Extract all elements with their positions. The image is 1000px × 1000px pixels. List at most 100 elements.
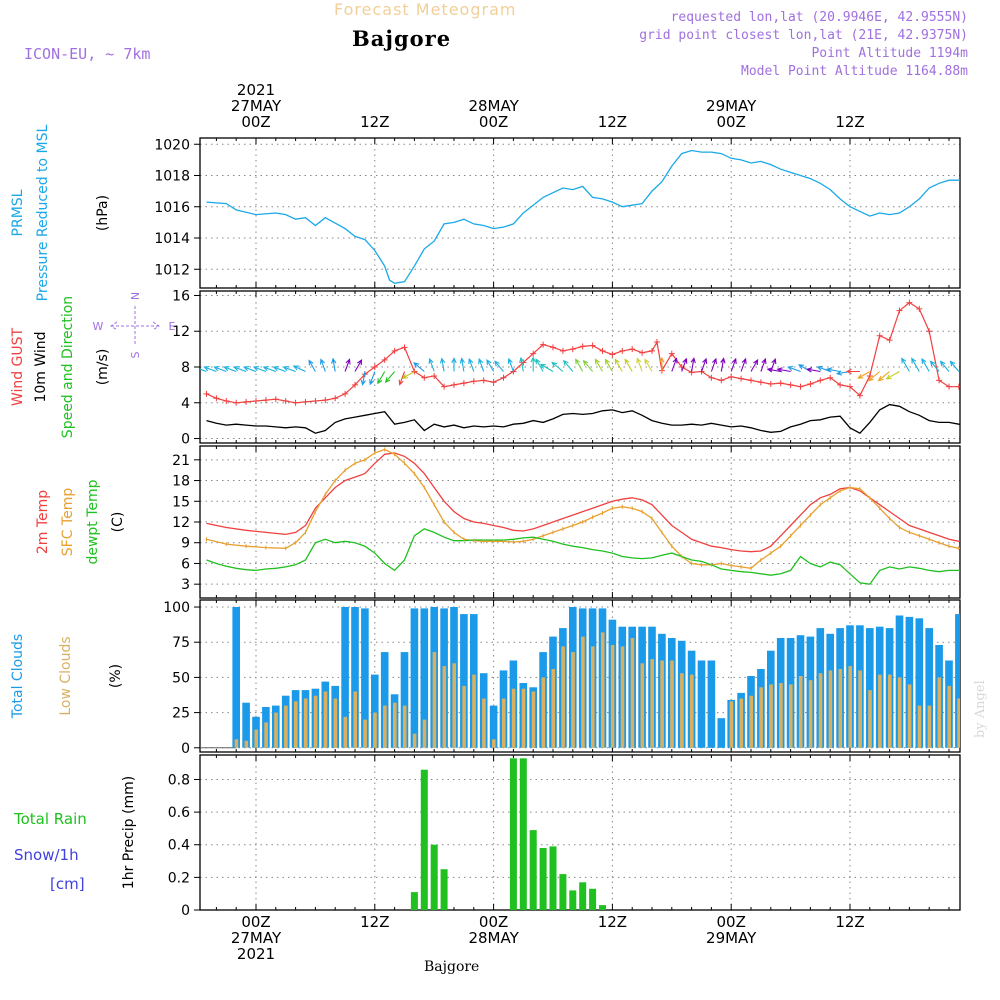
pressure-line bbox=[206, 149, 960, 284]
total-clouds-bar bbox=[460, 614, 468, 748]
pressure-ytick-label: 1020 bbox=[154, 137, 190, 153]
wind-ytick-label: 16 bbox=[172, 288, 190, 304]
wind-gust-marker bbox=[886, 337, 893, 344]
wind-gust-marker bbox=[966, 383, 972, 389]
wind-direction-arrow bbox=[575, 358, 584, 372]
low-clouds-bar bbox=[769, 684, 773, 748]
pressure-panel: 1012 1014 1016 1018 1020 bbox=[154, 137, 961, 289]
wind-direction-arrow bbox=[562, 359, 574, 372]
wind-gust-marker bbox=[381, 356, 388, 363]
low-clouds-bar bbox=[600, 632, 605, 748]
wind-gust-line bbox=[206, 301, 960, 404]
precip-ytick-label: 0.8 bbox=[168, 772, 190, 788]
wind-gust-marker bbox=[718, 377, 725, 384]
pressure-ytick-label: 1012 bbox=[154, 262, 190, 278]
wind-gust-marker bbox=[223, 397, 230, 404]
low-clouds-bar bbox=[749, 695, 753, 748]
low-clouds-bar bbox=[402, 705, 407, 748]
low-clouds-bar bbox=[482, 698, 486, 748]
wind-direction-arrow bbox=[867, 371, 881, 382]
rain-bar bbox=[559, 874, 567, 910]
wind-direction-arrow bbox=[750, 358, 759, 372]
time-axis-line: 00Z bbox=[716, 913, 746, 931]
temperature-ytick-label: 9 bbox=[181, 536, 190, 552]
time-axis-line: 27MAY bbox=[230, 97, 282, 115]
low-clouds-bar bbox=[858, 670, 862, 748]
low-clouds-bar bbox=[264, 722, 268, 748]
total-clouds-bar bbox=[955, 614, 960, 748]
compass-e: E bbox=[169, 320, 176, 333]
wind-direction-arrow bbox=[377, 371, 386, 385]
compass-arms bbox=[110, 306, 160, 346]
wind-direction-arrow bbox=[398, 371, 406, 386]
wind-direction-arrow bbox=[551, 361, 564, 372]
wind-direction-arrow bbox=[200, 368, 207, 373]
rain-bar bbox=[579, 882, 587, 910]
low-clouds-bar bbox=[363, 719, 367, 748]
temperature-ytick-label: 3 bbox=[181, 577, 190, 593]
wind-gust-marker bbox=[787, 381, 794, 388]
wind-direction-arrow bbox=[816, 365, 831, 373]
wind-direction-arrow bbox=[451, 357, 457, 372]
wind-direction-arrow bbox=[776, 367, 791, 373]
wind-direction-arrow bbox=[720, 357, 726, 372]
total-clouds-bar bbox=[975, 635, 983, 748]
low-clouds-bar bbox=[660, 660, 664, 748]
total-clouds-bar bbox=[965, 617, 973, 748]
clouds-ylabel: (%) bbox=[108, 664, 124, 688]
wind-direction-arrow bbox=[730, 357, 737, 372]
rain-bar bbox=[569, 890, 577, 910]
wind-series bbox=[200, 299, 972, 435]
low-clouds-bar bbox=[729, 701, 734, 748]
low-clouds-bar bbox=[383, 705, 387, 748]
wind-gust-marker bbox=[540, 341, 547, 348]
precip-panel: 0 0.2 0.4 0.6 0.8 bbox=[168, 754, 961, 919]
total-clouds-bar bbox=[925, 628, 933, 748]
wind-direction-arrow bbox=[939, 360, 950, 372]
rain-bar bbox=[420, 769, 428, 910]
low-clouds-bar bbox=[521, 688, 526, 748]
wind-direction-arrow bbox=[413, 362, 425, 372]
low-clouds-bar bbox=[937, 677, 942, 748]
precip-ytick-label: 0 bbox=[181, 903, 190, 919]
wind-gust-marker bbox=[352, 381, 358, 388]
wind-gust-marker bbox=[431, 372, 438, 379]
wind-gust-marker bbox=[253, 397, 259, 404]
wind-direction-arrow bbox=[282, 366, 296, 373]
wind-direction-arrow bbox=[766, 367, 781, 373]
wind-gust-marker bbox=[233, 399, 240, 406]
wind-direction-arrow bbox=[428, 357, 435, 372]
model-point-altitude: Model Point Altitude 1164.88m bbox=[741, 64, 968, 79]
low-clouds-bar bbox=[739, 698, 744, 748]
wind-gust-marker bbox=[856, 392, 863, 399]
wind-gust-marker bbox=[906, 299, 913, 306]
time-axis-label: 28MAY 00Z bbox=[454, 98, 534, 130]
clouds-series bbox=[200, 607, 983, 749]
time-axis-label: 00Z 28MAY bbox=[454, 914, 534, 946]
wind-direction-arrow bbox=[242, 366, 257, 373]
wind-gust-marker bbox=[767, 380, 774, 387]
time-axis-line: 00Z bbox=[478, 113, 509, 131]
precip-ytick-label: 0.4 bbox=[168, 838, 190, 854]
wind-gust-marker bbox=[797, 383, 804, 390]
time-axis-line: 12Z bbox=[597, 113, 628, 131]
low-clouds-bar bbox=[868, 690, 872, 748]
wind-direction-arrow bbox=[369, 371, 376, 386]
wind-direction-arrow bbox=[539, 363, 554, 372]
temperature-ylabel: SFC Temp bbox=[60, 488, 76, 557]
clouds-ylabel: Total Clouds bbox=[10, 634, 26, 719]
wind-gust-marker bbox=[599, 347, 606, 354]
time-axis-line: 12Z bbox=[360, 913, 390, 931]
wind-direction-arrow bbox=[740, 357, 747, 372]
low-clouds-bar bbox=[254, 729, 258, 748]
total-clouds-bar bbox=[242, 702, 250, 748]
low-clouds-bar bbox=[561, 646, 565, 748]
wind-direction-arrow bbox=[921, 357, 930, 372]
rain-bar bbox=[529, 830, 537, 910]
low-clouds-bar bbox=[373, 712, 377, 748]
rain-bar bbox=[440, 869, 448, 910]
low-clouds-bar bbox=[818, 673, 823, 748]
wind-gust-marker bbox=[451, 381, 457, 388]
wind-gust-marker bbox=[203, 390, 210, 397]
